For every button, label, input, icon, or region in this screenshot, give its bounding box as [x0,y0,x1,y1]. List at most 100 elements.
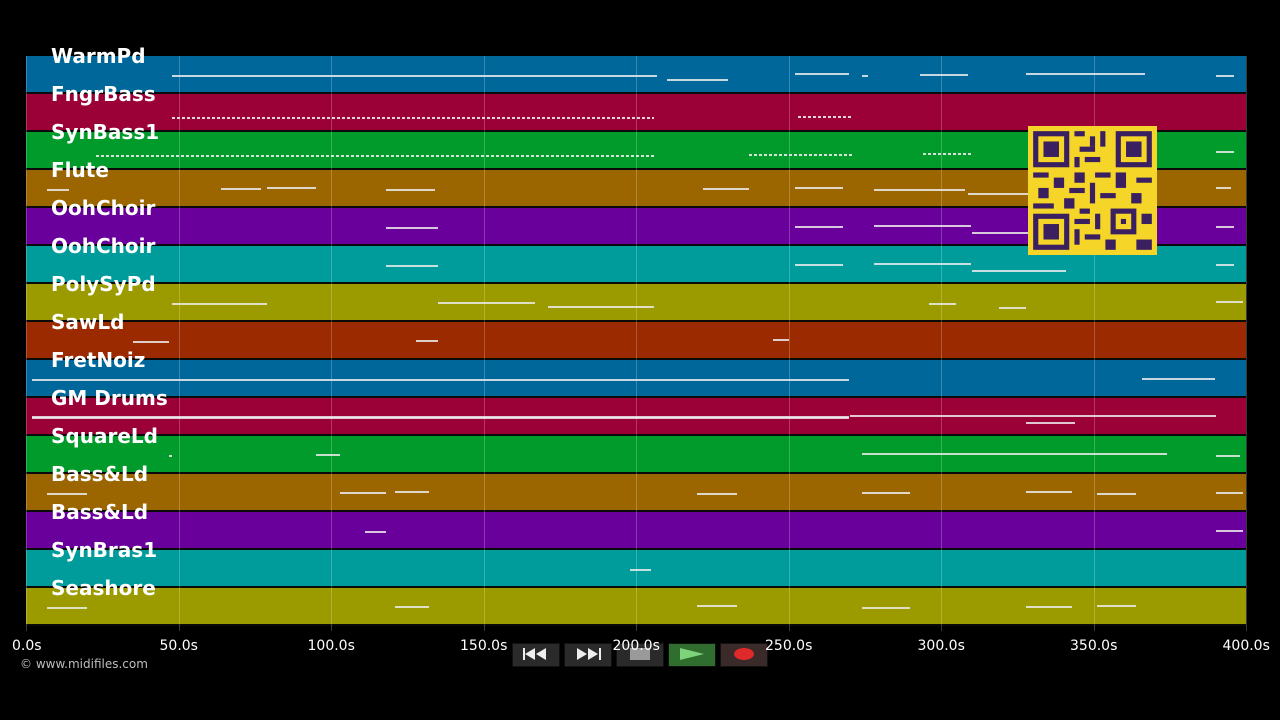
note-segment [47,189,69,191]
note-segment [861,492,911,494]
track-name: WarmPd [51,44,146,68]
track-lane [26,474,1246,512]
note-segment [395,491,429,493]
note-segment [221,188,261,190]
track-name: PolySyPd [51,272,156,296]
rewind-button[interactable] [512,643,560,667]
note-segment [1215,530,1243,532]
note-segment [861,607,911,609]
note-segment [32,379,850,381]
track-lane [26,94,1246,132]
note-segment [697,493,737,495]
track-name: SynBass1 [51,120,160,144]
note-segment [748,154,853,156]
grid-line [331,56,332,631]
note-segment [32,416,850,418]
track-name: GM Drums [51,386,168,410]
note-segment [1215,264,1234,266]
note-segment [873,189,966,191]
note-segment [928,303,957,305]
note-segment [922,153,972,155]
track-name: Seashore [51,576,156,600]
time-tick-label: 250.0s [765,638,813,654]
note-segment [1026,491,1073,493]
record-button[interactable] [720,643,768,667]
rewind-icon [522,646,550,665]
grid-line [1246,56,1247,631]
note-segment [1215,301,1243,303]
note-segment [1215,151,1234,153]
note-segment [794,226,844,228]
stop-button[interactable] [616,643,664,667]
note-segment [385,189,435,191]
note-segment [395,606,429,608]
note-segment [773,339,789,341]
note-segment [1142,378,1216,380]
note-segment [1215,187,1231,189]
grid-line [636,56,637,631]
note-segment [172,303,267,305]
track-name: SynBras1 [51,538,158,562]
note-segment [47,607,87,609]
grid-line [178,56,180,631]
note-segment [96,155,655,157]
stop-icon [629,646,651,665]
note-segment [873,225,972,227]
time-tick-label: 150.0s [460,638,508,654]
record-icon [733,646,755,665]
note-segment [1215,492,1243,494]
note-segment [1096,605,1137,607]
note-segment [172,75,658,77]
grid-line [483,56,485,631]
track-name: OohChoir [51,196,156,220]
grid-line [941,56,942,631]
note-segment [416,340,438,342]
note-segment [794,264,844,266]
time-tick-label: 400.0s [1222,638,1270,654]
note-segment [364,531,386,533]
track-lane [26,322,1246,360]
track-name: OohChoir [51,234,156,258]
track-name: FretNoiz [51,348,146,372]
play-button[interactable] [668,643,716,667]
copyright-text: © www.midifiles.com [20,657,148,671]
note-segment [32,417,850,419]
track-name: Bass&Ld [51,462,149,486]
note-segment [629,569,652,571]
note-segment [1026,606,1073,608]
note-segment [998,307,1027,309]
note-segment [437,302,536,304]
time-tick-label: 200.0s [612,638,660,654]
note-segment [971,232,1070,234]
track-lane [26,436,1246,474]
note-segment [873,263,972,265]
note-segment [1215,455,1240,457]
note-segment [794,73,850,75]
note-segment [968,193,1063,195]
note-segment [47,493,87,495]
qr-code [1028,126,1157,255]
grid-line [788,56,790,631]
note-segment [794,187,844,189]
note-segment [547,306,655,308]
note-segment [1215,226,1234,228]
note-segment [1215,75,1234,77]
time-tick-label: 0.0s [12,638,42,654]
note-segment [797,116,853,118]
note-segment [849,415,1216,417]
note-segment [340,492,386,494]
note-segment [169,455,173,457]
time-tick-label: 300.0s [917,638,965,654]
time-tick-label: 50.0s [159,638,198,654]
note-segment [861,75,868,77]
track-name: Bass&Ld [51,500,149,524]
track-name: SawLd [51,310,125,334]
fast-forward-icon [574,646,602,665]
note-segment [666,79,728,81]
grid-line [26,56,27,631]
note-segment [385,227,438,229]
fast-forward-button[interactable] [564,643,612,667]
note-segment [919,74,969,76]
note-segment [1026,422,1076,424]
track-name: SquareLd [51,424,158,448]
